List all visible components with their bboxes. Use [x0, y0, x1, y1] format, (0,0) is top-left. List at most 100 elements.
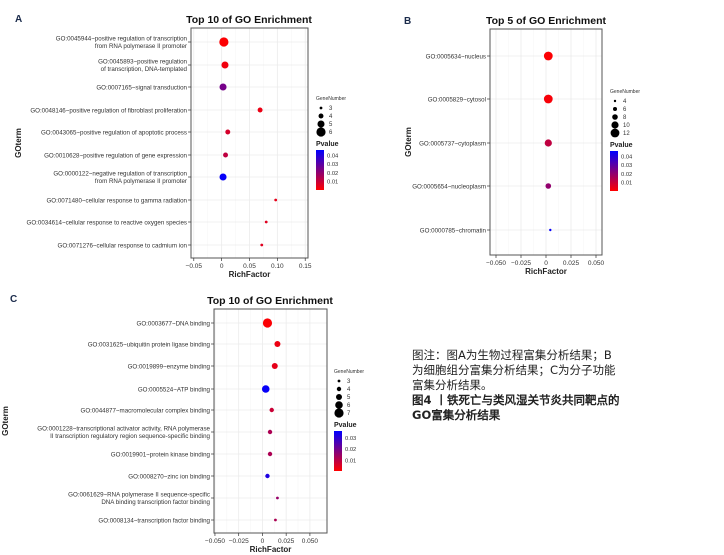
y-axis-label: GOterm — [1, 406, 10, 436]
data-point — [261, 385, 270, 393]
y-tick-label: GO:0005634~nucleus — [426, 53, 486, 60]
caption-note-line: 图注：图A为生物过程富集分析结果；B — [412, 348, 612, 362]
y-tick-label: GO:0019901~protein kinase binding — [111, 451, 211, 458]
chart-title: Top 5 of GO Enrichment — [486, 15, 606, 27]
caption-note-line: 富集分析结果。 — [412, 378, 493, 392]
data-point — [223, 152, 229, 158]
y-tick-label: GO:0007165~signal transduction — [96, 84, 187, 91]
x-axis-label: RichFactor — [525, 267, 567, 276]
data-point — [219, 173, 227, 181]
x-tick-label: 0.05 — [243, 263, 256, 270]
x-tick-label: 0.15 — [299, 263, 312, 270]
size-legend-dot — [612, 114, 618, 120]
size-legend-label: 6 — [623, 107, 627, 113]
y-axis-label: GOterm — [404, 127, 413, 157]
y-tick-label: GO:0008134~transcription factor binding — [98, 517, 210, 524]
size-legend-label: 4 — [347, 387, 351, 393]
y-tick-label: GO:0019899~enzyme binding — [128, 363, 211, 370]
plot-border — [213, 308, 328, 534]
y-tick-label: GO:0048146~positive regulation of fibrob… — [30, 107, 187, 114]
data-point — [543, 94, 553, 104]
y-tick-label: DNA binding transcription factor binding — [101, 499, 210, 506]
y-tick-label: GO:0071276~cellular response to cadmium … — [58, 242, 188, 249]
size-legend-title: GeneNumber — [316, 96, 346, 102]
color-legend-title: Pvalue — [316, 141, 339, 148]
size-legend-dot — [319, 106, 323, 110]
data-point — [271, 363, 278, 369]
size-legend-label: 6 — [347, 403, 351, 409]
y-tick-label: GO:0043065~positive regulation of apopto… — [41, 129, 187, 136]
size-legend-dot — [318, 113, 324, 119]
panel-label: C — [10, 294, 17, 305]
data-point — [257, 107, 263, 113]
figure-caption: 图注：图A为生物过程富集分析结果；B 为细胞组分富集分析结果；C为分子功能 富集… — [412, 348, 620, 423]
data-point — [276, 496, 279, 500]
x-tick-label: −0.050 — [205, 538, 225, 545]
chart-title: Top 10 of GO Enrichment — [207, 295, 333, 307]
size-legend-label: 5 — [347, 395, 351, 401]
x-axis-label: RichFactor — [229, 270, 271, 279]
y-tick-label: GO:0005524~ATP binding — [138, 386, 211, 393]
caption-title-line: GO富集分析结果 — [412, 408, 501, 422]
data-point — [219, 83, 227, 91]
size-legend-title: GeneNumber — [610, 89, 640, 95]
y-tick-label: GO:0008270~zinc ion binding — [128, 473, 210, 480]
y-tick-label: of transcription, DNA-templated — [101, 66, 188, 73]
data-point — [274, 198, 278, 202]
size-legend-label: 3 — [329, 106, 333, 112]
x-tick-label: 0.025 — [278, 538, 295, 545]
x-tick-label: 0.10 — [271, 263, 284, 270]
color-legend-label: 0.03 — [621, 163, 632, 169]
color-legend-label: 0.02 — [621, 172, 632, 178]
data-point — [265, 473, 270, 479]
y-tick-label: GO:0034614~cellular response to reactive… — [27, 219, 187, 226]
size-legend-label: 10 — [623, 123, 630, 129]
y-tick-label: from RNA polymerase II promoter — [95, 43, 187, 50]
x-axis-label: RichFactor — [250, 545, 292, 554]
color-legend-label: 0.01 — [327, 180, 338, 186]
chart-panel-c: C Top 10 of GO Enrichment −0.050 −0.025 0 0.0… — [1, 294, 364, 554]
x-tick-label: 0.025 — [563, 260, 580, 267]
y-tick-label: GO:0000785~chromatin — [420, 227, 487, 234]
x-tick-label: −0.025 — [511, 260, 531, 267]
y-tick-label: GO:0010628~positive regulation of gene e… — [44, 152, 187, 159]
y-tick-label: GO:0005737~cytoplasm — [419, 140, 486, 147]
x-tick-label: −0.05 — [186, 263, 203, 270]
size-legend-dot — [316, 127, 326, 137]
data-point — [544, 139, 552, 147]
x-tick-label: 0 — [544, 260, 548, 267]
y-tick-label: GO:0003677~DNA binding — [137, 320, 211, 327]
color-legend-label: 0.03 — [345, 436, 356, 442]
size-legend-label: 4 — [329, 114, 333, 120]
size-legend-label: 4 — [623, 99, 627, 105]
size-legend-dot — [336, 386, 342, 392]
y-tick-label: GO:0001228~transcriptional activator act… — [37, 425, 210, 432]
x-tick-label: 0.050 — [302, 538, 319, 545]
x-tick-label: 0.050 — [588, 260, 605, 267]
color-legend-label: 0.02 — [345, 447, 356, 453]
x-tick-label: 0 — [220, 263, 224, 270]
size-legend-dot — [336, 394, 342, 400]
color-legend-label: 0.03 — [327, 162, 338, 168]
color-legend-bar — [334, 431, 342, 471]
caption-title-line: 图4 丨铁死亡与类风湿关节炎共同靶点的 — [412, 393, 620, 407]
panel-label: A — [15, 14, 22, 25]
color-legend-bar — [316, 150, 324, 190]
data-point — [274, 341, 281, 347]
color-legend-label: 0.01 — [345, 458, 356, 464]
data-point — [262, 318, 273, 328]
color-legend-title: Pvalue — [334, 422, 357, 429]
plot-area — [214, 309, 327, 533]
y-tick-label: GO:0045893~positive regulation — [98, 58, 187, 65]
color-legend-label: 0.01 — [621, 181, 632, 187]
data-point — [260, 243, 264, 247]
y-tick-label: GO:0071480~cellular response to gamma ra… — [46, 197, 187, 204]
size-legend-dot — [317, 120, 325, 128]
size-legend-label: 12 — [623, 131, 630, 137]
color-legend-title: Pvalue — [610, 142, 633, 149]
size-legend-dot — [334, 408, 344, 418]
y-tick-label: GO:0005829~cytosol — [428, 96, 486, 103]
size-legend-dot — [610, 128, 620, 138]
size-legend-dot — [335, 401, 343, 409]
